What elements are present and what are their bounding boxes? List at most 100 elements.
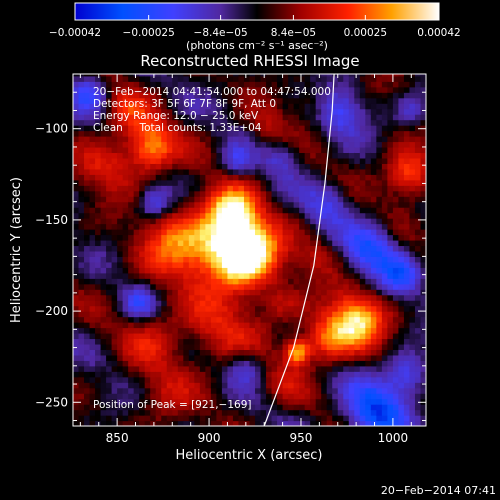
heatmap-cell: [420, 141, 426, 148]
heatmap-cell: [354, 207, 361, 214]
heatmap-cell: [310, 75, 317, 82]
heatmap-cell: [172, 327, 179, 334]
heatmap-cell: [255, 152, 262, 159]
heatmap-cell: [139, 196, 146, 203]
heatmap-cell: [144, 250, 151, 257]
heatmap-cell: [376, 190, 383, 197]
heatmap-cell: [332, 81, 339, 88]
heatmap-cell: [370, 92, 377, 99]
heatmap-cell: [381, 283, 388, 290]
heatmap-cell: [89, 376, 96, 383]
heatmap-cell: [205, 229, 212, 236]
heatmap-cell: [387, 311, 394, 318]
heatmap-cell: [304, 311, 311, 318]
heatmap-cell: [255, 207, 262, 214]
heatmap-cell: [271, 74, 278, 77]
heatmap-cell: [89, 114, 96, 121]
heatmap-cell: [172, 223, 179, 230]
heatmap-cell: [194, 146, 201, 154]
heatmap-cell: [205, 114, 212, 121]
heatmap-cell: [326, 179, 333, 186]
heatmap-cell: [381, 179, 388, 186]
heatmap-cell: [337, 354, 344, 361]
heatmap-cell: [155, 125, 162, 132]
heatmap-cell: [282, 316, 289, 323]
heatmap-cell: [376, 311, 383, 318]
heatmap-cell: [139, 185, 146, 192]
heatmap-cell: [365, 218, 372, 225]
heatmap-cell: [332, 261, 339, 268]
heatmap-cell: [376, 157, 383, 164]
heatmap-cell: [332, 103, 339, 110]
heatmap-cell: [139, 212, 146, 219]
heatmap-cell: [359, 185, 366, 192]
heatmap-cell: [150, 207, 157, 214]
heatmap-cell: [84, 190, 91, 197]
heatmap-cell: [249, 360, 256, 367]
heatmap-cell: [205, 81, 212, 88]
heatmap-cell: [161, 415, 168, 422]
heatmap-cell: [348, 218, 355, 225]
heatmap-cell: [337, 130, 344, 137]
heatmap-cell: [161, 97, 168, 104]
heatmap-cell: [414, 239, 422, 247]
heatmap-cell: [183, 332, 190, 340]
heatmap-cell: [315, 267, 322, 274]
heatmap-cell: [161, 125, 168, 132]
heatmap-cell: [260, 393, 267, 400]
heatmap-cell: [293, 207, 300, 214]
heatmap-cell: [359, 201, 366, 208]
heatmap-cell: [221, 174, 229, 181]
heatmap-cell: [321, 245, 328, 252]
heatmap-cell: [271, 376, 278, 383]
heatmap-cell: [392, 119, 400, 126]
heatmap-cell: [337, 272, 344, 279]
heatmap-cell: [177, 300, 184, 307]
heatmap-cell: [321, 398, 328, 405]
heatmap-cell: [139, 365, 146, 372]
heatmap-cell: [376, 114, 383, 121]
heatmap-cell: [238, 103, 245, 110]
heatmap-cell: [403, 382, 411, 389]
heatmap-cell: [128, 108, 135, 115]
heatmap-cell: [139, 201, 146, 208]
heatmap-cell: [304, 393, 311, 400]
heatmap-cell: [420, 114, 426, 121]
heatmap-cell: [343, 92, 350, 99]
heatmap-cell: [326, 343, 333, 350]
heatmap-cell: [155, 404, 162, 411]
heatmap-cell: [315, 316, 322, 323]
heatmap-cell: [299, 272, 306, 279]
heatmap-cell: [255, 387, 262, 394]
heatmap-cell: [150, 74, 157, 77]
heatmap-cell: [177, 289, 184, 296]
heatmap-cell: [144, 207, 151, 214]
heatmap-cell: [128, 420, 135, 426]
heatmap-cell: [139, 376, 146, 383]
heatmap-cell: [144, 283, 151, 290]
heatmap-cell: [73, 168, 80, 175]
heatmap-cell: [117, 125, 124, 132]
heatmap-cell: [111, 81, 118, 88]
heatmap-cell: [210, 415, 218, 422]
heatmap-cell: [161, 420, 168, 426]
heatmap-cell: [78, 393, 85, 400]
heatmap-cell: [266, 103, 273, 110]
heatmap-cell: [150, 136, 157, 143]
heatmap-cell: [122, 332, 129, 340]
heatmap-cell: [95, 316, 102, 323]
heatmap-cell: [359, 305, 366, 312]
heatmap-cell: [337, 196, 344, 203]
heatmap-cell: [100, 360, 107, 367]
heatmap-cell: [183, 322, 190, 329]
heatmap-cell: [232, 349, 240, 356]
heatmap-cell: [403, 81, 411, 88]
heatmap-cell: [293, 278, 300, 285]
heatmap-cell: [78, 157, 85, 164]
heatmap-cell: [392, 146, 400, 154]
heatmap-cell: [243, 409, 251, 416]
heatmap-cell: [172, 404, 179, 411]
heatmap-cell: [238, 349, 245, 356]
heatmap-cell: [194, 250, 201, 257]
heatmap-cell: [315, 75, 322, 82]
